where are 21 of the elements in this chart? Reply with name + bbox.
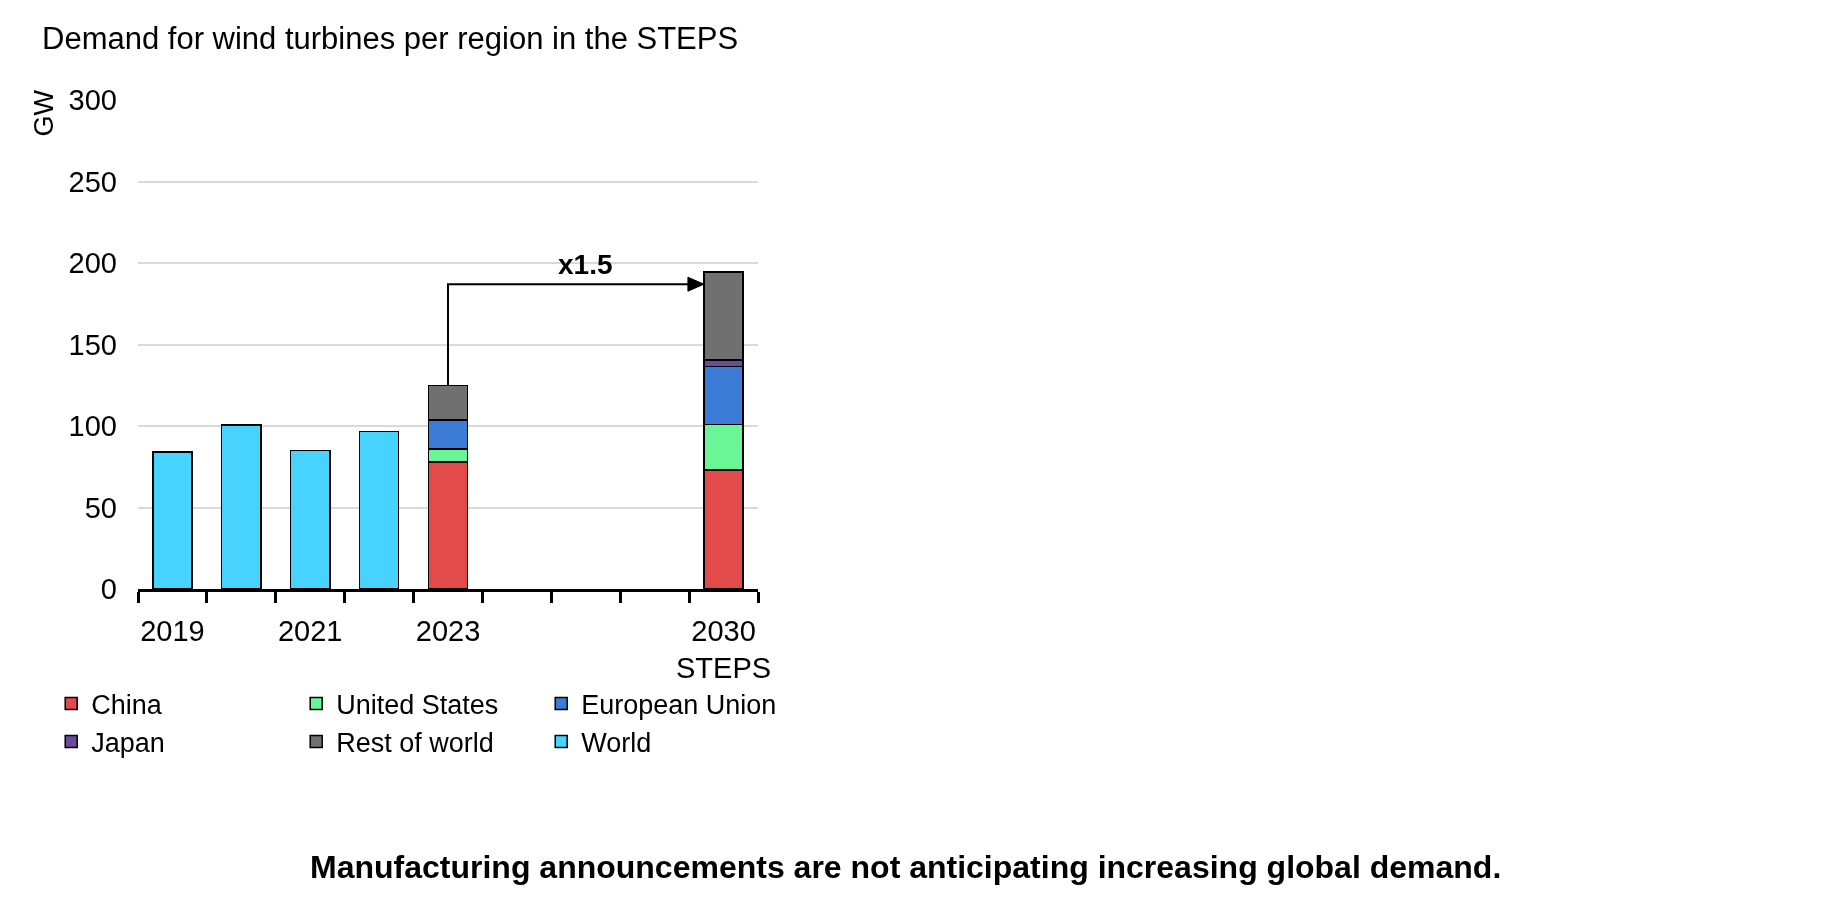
text: Manufacturing announcements are not anticipating increasing global demand. bbox=[310, 849, 1502, 885]
x-tick-label: 2021 bbox=[277, 614, 343, 647]
y-tick-label: 0 bbox=[100, 573, 117, 606]
legend-label: Japan bbox=[91, 728, 165, 759]
chart-title: Demand for wind turbines per region in the STEPS bbox=[42, 20, 739, 56]
y-tick-label: 150 bbox=[68, 328, 117, 361]
y-axis-title: GW bbox=[28, 89, 59, 137]
legend-label: Rest of world bbox=[336, 728, 494, 759]
y-tick-label: 300 bbox=[68, 84, 117, 117]
annotation: x1.5 bbox=[558, 249, 613, 280]
x-tick-label: 2030 STEPS bbox=[676, 614, 772, 685]
y-tick-label: 100 bbox=[68, 410, 117, 443]
x-tick-label: 2023 bbox=[415, 614, 481, 647]
legend-label: European Union bbox=[581, 690, 777, 721]
legend-label: China bbox=[91, 690, 163, 721]
y-tick-label: 250 bbox=[68, 165, 117, 198]
y-tick-label: 200 bbox=[68, 247, 117, 280]
y-tick-label: 50 bbox=[84, 491, 117, 524]
x-tick-label: 2019 bbox=[140, 614, 205, 647]
legend-label: World bbox=[581, 728, 652, 759]
legend-label: United States bbox=[336, 690, 499, 721]
